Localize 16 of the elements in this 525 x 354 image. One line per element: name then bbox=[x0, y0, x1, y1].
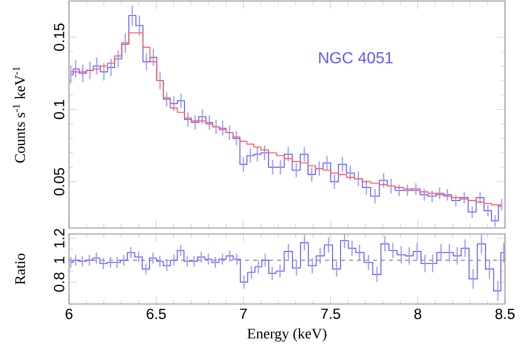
annotation: NGC 4051 bbox=[319, 52, 393, 64]
x-tick-label: 7 bbox=[240, 308, 247, 319]
y-tick-label: 1.2 bbox=[54, 228, 64, 248]
y-axis-title: Ratio bbox=[15, 254, 26, 284]
x-tick-label: 7.5 bbox=[321, 308, 340, 319]
y-tick-label: 0.8 bbox=[54, 272, 64, 292]
y-tick-label: 0.15 bbox=[54, 24, 64, 51]
x-tick-label: 6.5 bbox=[146, 308, 166, 320]
y-tick-label: 0.1 bbox=[54, 100, 64, 120]
y-tick-label: 0.05 bbox=[54, 168, 64, 196]
x-tick-label: 6 bbox=[66, 308, 72, 320]
y-axis-title: Counts s$^{-1}$ keV$^{-1}$ bbox=[12, 67, 26, 163]
x-tick-label: 8 bbox=[414, 308, 422, 320]
x-tick-label: 8.5 bbox=[495, 308, 515, 320]
x-axis-title: Energy (keV) bbox=[247, 328, 326, 342]
y-tick-label: 1 bbox=[54, 256, 64, 264]
